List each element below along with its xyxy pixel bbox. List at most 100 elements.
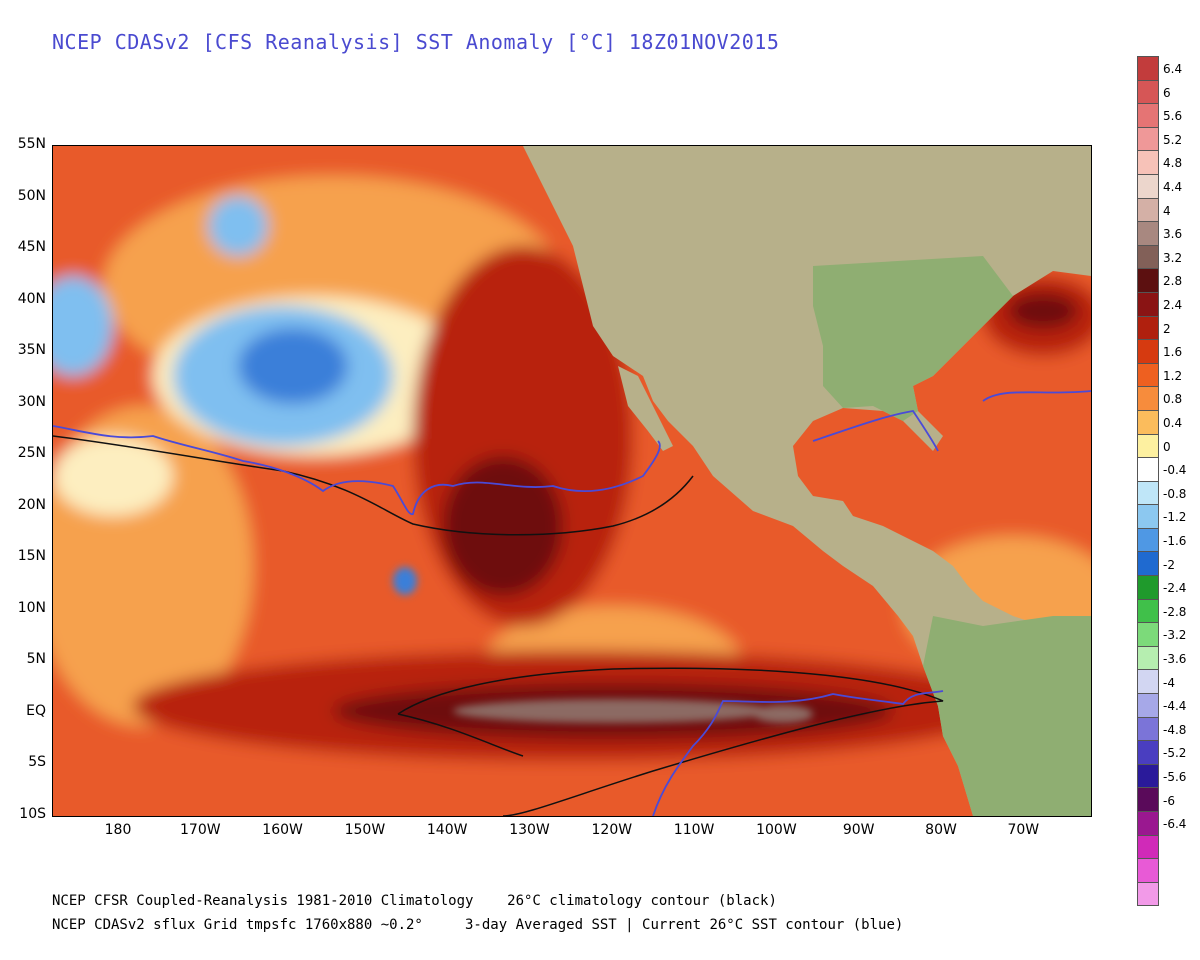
- colorbar-label: 0: [1163, 439, 1171, 454]
- colorbar-swatch: [1137, 197, 1159, 222]
- colorbar-label: -2.4: [1163, 581, 1187, 596]
- colorbar-swatch: [1137, 622, 1159, 646]
- cool-anomaly-gulf: [208, 196, 268, 256]
- colorbar-label: -5.6: [1163, 770, 1187, 784]
- colorbar-swatch: [1137, 457, 1159, 481]
- colorbar-swatch: [1137, 598, 1159, 623]
- colorbar-swatch: [1137, 551, 1159, 576]
- colorbar-label: 3.2: [1163, 250, 1183, 265]
- latitude-tick-label: 30N: [17, 393, 46, 410]
- latitude-tick-label: 45N: [17, 239, 46, 256]
- colorbar-label: 6: [1163, 85, 1171, 100]
- climatology-26c-contour-equatorial: [397, 667, 944, 816]
- colorbar-label: -5.2: [1163, 746, 1187, 761]
- colorbar-label: 2.4: [1163, 298, 1183, 312]
- colorbar-label: 2.8: [1163, 274, 1183, 289]
- colorbar-label: 5.2: [1163, 132, 1183, 147]
- colorbar-swatch: [1137, 693, 1159, 717]
- latitude-tick-label: 5S: [28, 754, 46, 771]
- sst-anomaly-map: [52, 145, 1092, 817]
- enso-peak-anomaly-east: [753, 705, 813, 723]
- colorbar-label: 6.4: [1163, 62, 1183, 76]
- warm-core-gulf-stream: [1008, 293, 1078, 329]
- colorbar-label: -3.2: [1163, 628, 1187, 643]
- colorbar-label: 3.6: [1163, 227, 1183, 242]
- colorbar-label: -2: [1163, 557, 1175, 572]
- colorbar-label: 1.6: [1163, 345, 1183, 360]
- latitude-tick-label: 25N: [17, 445, 46, 462]
- colorbar-swatch: [1137, 291, 1159, 316]
- colorbar-swatch: [1137, 881, 1159, 907]
- colorbar-label: 2: [1163, 321, 1171, 336]
- colorbar-label: 4: [1163, 203, 1171, 218]
- colorbar-swatch: [1137, 103, 1159, 127]
- colorbar-label: -6: [1163, 793, 1175, 808]
- footer-line-2: NCEP CDASv2 sflux Grid tmpsfc 1760x880 ~…: [52, 917, 904, 933]
- footer-line-1: NCEP CFSR Coupled-Reanalysis 1981-2010 C…: [52, 893, 777, 909]
- colorbar-label: -1.6: [1163, 534, 1187, 548]
- colorbar-swatch: [1137, 150, 1159, 174]
- colorbar-swatch: [1137, 763, 1159, 788]
- colorbar-swatch: [1137, 362, 1159, 387]
- colorbar-label: -0.4: [1163, 463, 1187, 478]
- colorbar-label: -4: [1163, 675, 1175, 690]
- cold-eddy-hawaii: [393, 567, 417, 595]
- colorbar-label: -6.4: [1163, 817, 1187, 832]
- colorbar-swatch: [1137, 858, 1159, 882]
- colorbar-swatch: [1137, 79, 1159, 104]
- colorbar-label: 0.8: [1163, 392, 1183, 407]
- latitude-tick-label: 35N: [17, 342, 46, 359]
- central-america-vegetation: [923, 616, 1091, 816]
- cool-anomaly-dateline: [53, 276, 113, 376]
- climatology-26c-contour-north: [53, 435, 694, 536]
- longitude-tick-label: 100W: [756, 822, 797, 838]
- longitude-tick-label: 130W: [509, 822, 550, 838]
- latitude-tick-label: 20N: [17, 496, 46, 513]
- longitude-tick-label: 80W: [925, 822, 957, 838]
- latitude-tick-label: EQ: [26, 702, 46, 719]
- map-canvas: [53, 146, 1091, 816]
- baja-california-land: [618, 366, 673, 451]
- eastern-us-vegetation: [813, 256, 1013, 421]
- colorbar-swatch: [1137, 811, 1159, 835]
- colorbar-swatch: [1137, 716, 1159, 741]
- colorbar-swatch: [1137, 56, 1159, 80]
- latitude-tick-label: 10S: [19, 806, 46, 822]
- longitude-tick-label: 120W: [591, 822, 633, 838]
- colorbar-swatch: [1137, 409, 1159, 434]
- colorbar-label: -4.4: [1163, 699, 1187, 714]
- longitude-tick-label: 180: [104, 822, 132, 838]
- colorbar-swatch: [1137, 386, 1159, 410]
- latitude-tick-label: 10N: [17, 599, 46, 616]
- colorbar-swatch: [1137, 339, 1159, 363]
- colorbar-swatch: [1137, 480, 1159, 505]
- colorbar-swatch: [1137, 787, 1159, 811]
- longitude-tick-label: 170W: [180, 822, 221, 838]
- colorbar-label: -1.2: [1163, 510, 1187, 525]
- colorbar-swatch: [1137, 221, 1159, 245]
- latitude-tick-label: 5N: [26, 651, 46, 668]
- colorbar-swatch: [1137, 315, 1159, 340]
- colorbar-label: -2.8: [1163, 604, 1187, 619]
- colorbar-label: 4.8: [1163, 156, 1183, 171]
- colorbar-swatch: [1137, 173, 1159, 198]
- latitude-tick-label: 40N: [17, 290, 46, 307]
- cold-anomaly-core: [238, 328, 348, 404]
- colorbar-label: -3.6: [1163, 652, 1187, 666]
- longitude-tick-label: 140W: [426, 822, 468, 838]
- colorbar-swatch: [1137, 645, 1159, 670]
- longitude-tick-label: 70W: [1007, 822, 1040, 838]
- enso-peak-anomaly: [453, 699, 773, 723]
- neutral-zone-west: [53, 436, 173, 516]
- colorbar-swatch: [1137, 268, 1159, 292]
- longitude-tick-label: 160W: [262, 822, 303, 838]
- colorbar-swatch: [1137, 126, 1159, 151]
- longitude-tick-label: 110W: [673, 822, 715, 838]
- map-title: NCEP CDASv2 [CFS Reanalysis] SST Anomaly…: [52, 30, 780, 54]
- latitude-tick-label: 15N: [17, 548, 46, 565]
- colorbar-swatch: [1137, 669, 1159, 694]
- colorbar-label: -4.8: [1163, 722, 1187, 737]
- colorbar-label: 1.2: [1163, 368, 1183, 383]
- current-26c-contour-atlantic: [812, 390, 1091, 452]
- colorbar-label: 0.4: [1163, 416, 1183, 430]
